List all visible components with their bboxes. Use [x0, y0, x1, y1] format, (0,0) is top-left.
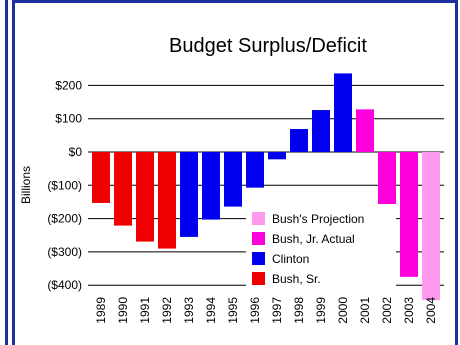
legend-swatch — [252, 252, 265, 265]
x-tick-label: 2000 — [336, 297, 350, 324]
y-axis-label: Billions — [19, 166, 33, 204]
bar-2001 — [356, 109, 374, 152]
y-tick-label: ($200) — [47, 212, 82, 226]
bar-1998 — [290, 129, 308, 152]
x-tick-label: 1995 — [226, 297, 240, 324]
bar-1993 — [180, 152, 198, 237]
x-tick-label: 1998 — [292, 297, 306, 324]
x-tick-labels: 1989 1990 1991 1992 1993 1994 1995 1996 1997 1998… — [94, 297, 438, 324]
bar-2004 — [422, 152, 440, 301]
legend-label: Clinton — [272, 252, 309, 266]
bar-1996 — [246, 152, 264, 188]
legend-swatch — [252, 272, 265, 285]
chart-title: Budget Surplus/Deficit — [169, 35, 367, 57]
x-tick-label: 2002 — [380, 297, 394, 324]
x-tick-label: 1999 — [314, 297, 328, 324]
bar-1995 — [224, 152, 242, 207]
legend-label: Bush, Sr. — [272, 272, 321, 286]
left-frame-border — [0, 0, 8, 345]
legend-label: Bush's Projection — [272, 212, 364, 226]
y-tick-label: ($100) — [47, 178, 82, 192]
x-tick-label: 2003 — [402, 297, 416, 324]
y-tick-label: $100 — [55, 112, 82, 126]
bar-1991 — [136, 152, 154, 242]
x-tick-label: 1993 — [182, 297, 196, 324]
y-tick-label: $0 — [69, 145, 83, 159]
bar-1999 — [312, 110, 330, 152]
bar-2002 — [378, 152, 396, 205]
bars — [92, 73, 440, 301]
x-tick-label: 1990 — [116, 297, 130, 324]
bar-1989 — [92, 152, 110, 203]
legend-label: Bush, Jr. Actual — [272, 232, 355, 246]
x-tick-label: 1992 — [160, 297, 174, 324]
y-tick-labels: $200 $100 $0 ($100) ($200) ($300) ($400) — [47, 78, 82, 292]
legend: Bush's Projection Bush, Jr. Actual Clinton… — [246, 204, 396, 286]
bar-1992 — [158, 152, 176, 249]
legend-box — [246, 204, 396, 286]
bar-1994 — [202, 152, 220, 220]
legend-swatch — [252, 232, 265, 245]
y-tick-label: ($300) — [47, 245, 82, 259]
bar-1997 — [268, 152, 286, 160]
bar-2000 — [334, 73, 352, 152]
y-tick-label: ($400) — [47, 278, 82, 292]
x-tick-label: 2004 — [424, 297, 438, 324]
x-tick-label: 1996 — [248, 297, 262, 324]
x-tick-label: 2001 — [358, 297, 372, 324]
bar-1990 — [114, 152, 132, 226]
legend-swatch — [252, 212, 265, 225]
x-tick-label: 1991 — [138, 297, 152, 324]
y-tick-label: $200 — [55, 78, 82, 92]
bar-2003 — [400, 152, 418, 277]
x-tick-label: 1994 — [204, 297, 218, 324]
x-tick-label: 1997 — [270, 297, 284, 324]
x-tick-label: 1989 — [94, 297, 108, 324]
